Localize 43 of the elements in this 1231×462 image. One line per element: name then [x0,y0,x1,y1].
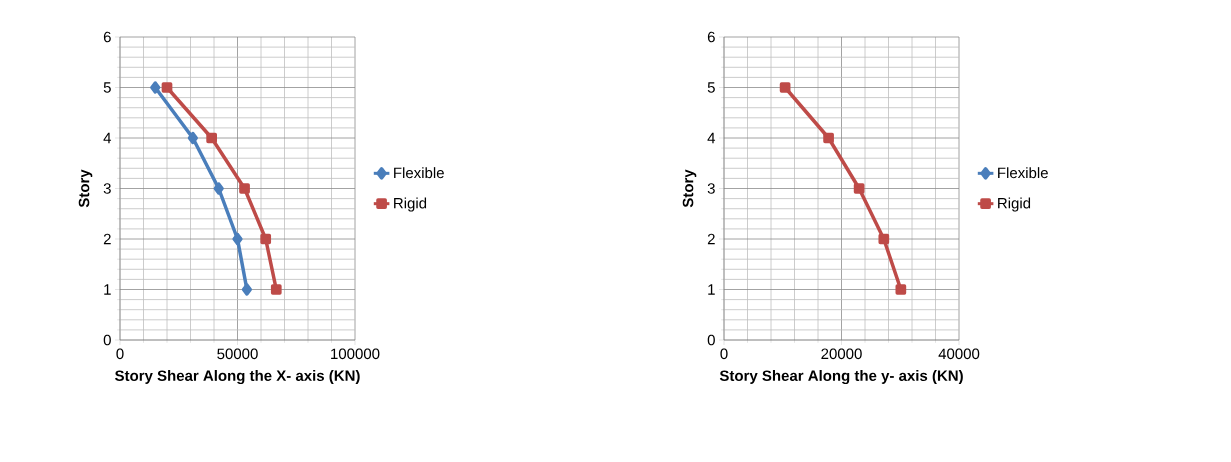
y-tick-label: 1 [708,284,715,295]
point [260,233,272,245]
point [161,82,173,93]
y-tick-label: 2 [707,233,715,245]
point [232,232,243,246]
point [187,131,198,145]
point [270,284,282,295]
y-tick-label: 5 [103,82,111,93]
y-tick-label: 4 [707,132,716,144]
point [213,182,224,195]
y-tick-label: 3 [707,183,715,194]
y-tick-label: 3 [103,183,111,194]
point [779,82,791,93]
y-axis-title: Story [78,169,93,208]
x-axis-title: Story Shear Along the X- axis (KN) [115,369,360,385]
y-tick-label: 4 [103,132,112,144]
x-tick-label: 0 [116,348,124,360]
point [878,233,890,245]
x-tick-label: 40000 [938,348,980,360]
point [206,132,217,144]
y-tick-label: 1 [104,284,111,295]
y-tick-label: 0 [103,334,111,346]
legend-label: Rigid [394,197,427,212]
x-axis-title: Story Shear Along the y- axis (KN) [719,369,963,385]
point [823,132,834,144]
x-tick-label: 50000 [217,348,258,360]
point [239,183,250,194]
point [241,283,253,296]
legend-label: Flexible [394,167,444,179]
y-axis-title: Story [682,169,697,208]
legend-label: Flexible [998,167,1048,179]
x-tick-label: 0 [720,348,728,360]
point [853,183,865,194]
legend-label: Rigid [998,197,1031,212]
y-tick-label: 2 [103,233,111,245]
x-tick-label: 20000 [821,348,862,360]
point [895,284,907,295]
point [150,81,161,94]
y-tick-label: 5 [707,82,715,93]
y-tick-label: 6 [707,31,715,43]
x-tick-label: 100000 [331,348,380,360]
y-tick-label: 6 [103,31,111,43]
y-tick-label: 0 [707,334,715,346]
